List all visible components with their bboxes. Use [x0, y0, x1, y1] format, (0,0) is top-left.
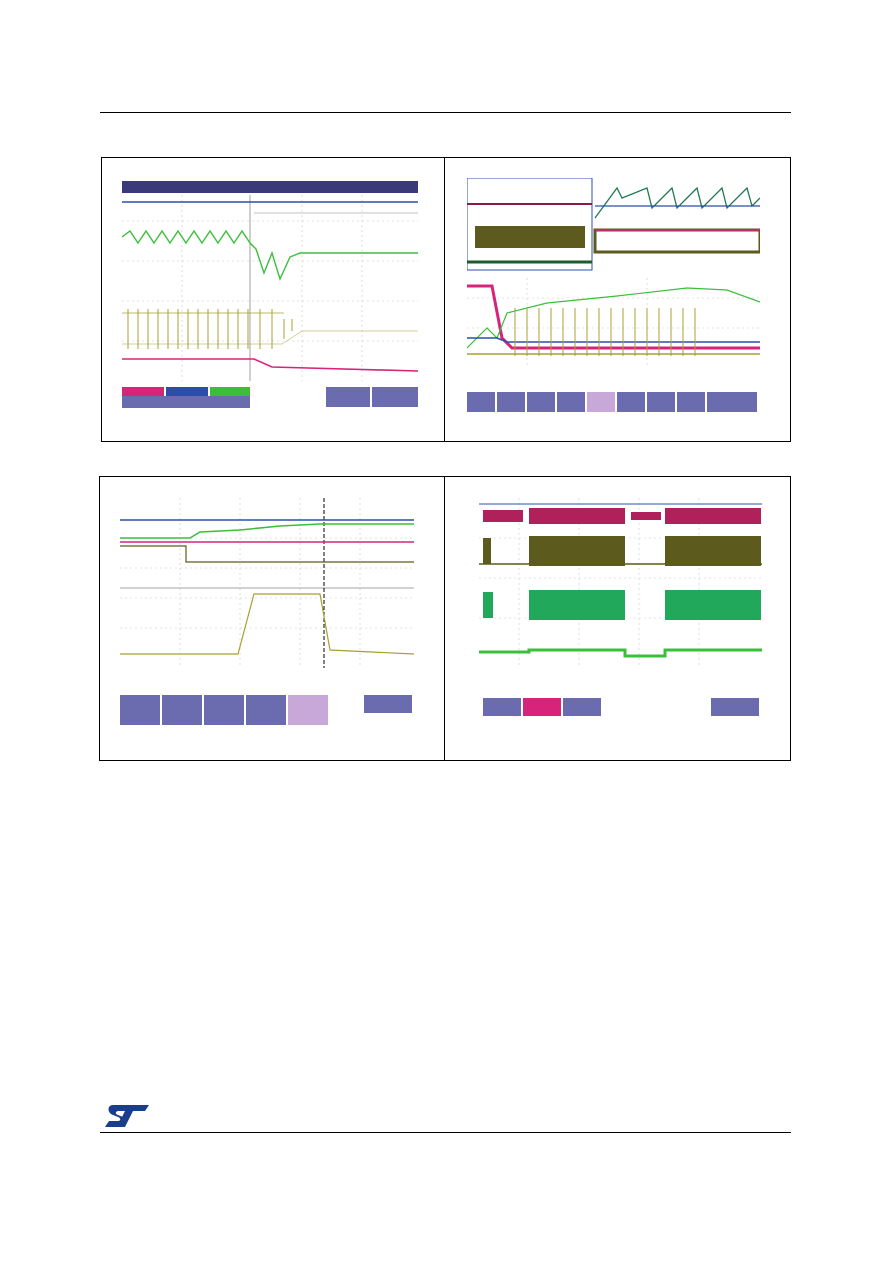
figure-frame-bottom — [99, 476, 791, 761]
footer-rule — [100, 1132, 791, 1133]
oscilloscope-capture-2 — [467, 178, 760, 419]
header-rule — [100, 112, 791, 113]
figure-divider-bottom — [444, 476, 445, 761]
oscilloscope-capture-3 — [120, 498, 414, 733]
oscilloscope-capture-4 — [479, 498, 762, 723]
figure-frame-top — [101, 157, 791, 442]
st-logo — [103, 1103, 151, 1129]
oscilloscope-capture-1 — [122, 181, 418, 416]
figure-divider-top — [444, 157, 445, 442]
